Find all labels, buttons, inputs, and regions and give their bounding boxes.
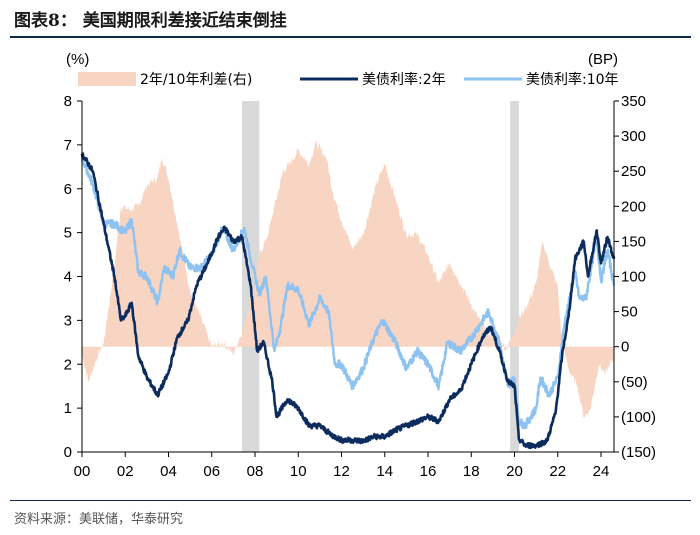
- axes-layer: 012345678(150)(100)(50)05010015020025030…: [64, 93, 656, 480]
- left-tick-label: 4: [64, 269, 72, 286]
- right-tick-label: 300: [621, 128, 646, 145]
- left-axis-unit: (%): [66, 51, 89, 68]
- x-tick-label: 16: [420, 463, 437, 480]
- rate-lines-layer: [80, 152, 616, 450]
- right-tick-label: 150: [621, 233, 646, 250]
- series-line-10y: [80, 157, 616, 430]
- right-tick-label: (50): [621, 374, 648, 391]
- x-tick-label: 08: [247, 463, 264, 480]
- source-note: 资料来源：美联储，华泰研究: [14, 512, 184, 527]
- x-tick-label: 10: [290, 463, 307, 480]
- x-tick-label: 20: [506, 463, 523, 480]
- recession-band-1: [242, 101, 260, 452]
- x-tick-label: 06: [203, 463, 220, 480]
- left-tick-label: 2: [64, 356, 72, 373]
- x-tick-label: 00: [74, 463, 91, 480]
- left-tick-label: 1: [64, 400, 72, 417]
- left-tick-label: 7: [64, 137, 72, 154]
- x-tick-label: 14: [376, 463, 393, 480]
- right-tick-label: 100: [621, 269, 646, 286]
- page-title: 图表8： 美国期限利差接近结束倒挂: [14, 11, 287, 31]
- series-line-2y: [80, 152, 616, 450]
- legend-label-10y: 美债利率:10年: [526, 71, 619, 88]
- footer-rule: [10, 500, 691, 501]
- left-tick-label: 6: [64, 181, 72, 198]
- x-tick-label: 22: [549, 463, 566, 480]
- right-tick-label: (100): [621, 409, 656, 426]
- left-tick-label: 3: [64, 312, 72, 329]
- legend: 2年/10年利差(右) 美债利率:2年 美债利率:10年: [78, 71, 619, 88]
- legend-label-spread: 2年/10年利差(右): [140, 72, 252, 88]
- title-rule: [10, 36, 691, 38]
- left-tick-label: 0: [64, 444, 72, 461]
- x-tick-label: 12: [333, 463, 350, 480]
- right-tick-label: (150): [621, 444, 656, 461]
- right-axis-unit: (BP): [588, 51, 618, 68]
- spread-area-layer: [82, 140, 614, 418]
- left-tick-label: 8: [64, 93, 72, 110]
- recession-bands: [242, 101, 519, 452]
- spread-area: [82, 140, 614, 418]
- left-tick-label: 5: [64, 225, 72, 242]
- legend-swatch-spread: [78, 72, 136, 86]
- right-tick-label: 250: [621, 163, 646, 180]
- right-tick-label: 200: [621, 198, 646, 215]
- chart-canvas: 012345678(150)(100)(50)05010015020025030…: [64, 51, 656, 480]
- recession-band-2: [510, 101, 519, 452]
- x-tick-label: 02: [117, 463, 134, 480]
- legend-label-2y: 美债利率:2年: [362, 71, 446, 88]
- x-tick-label: 24: [593, 463, 610, 480]
- right-tick-label: 0: [621, 339, 629, 356]
- right-tick-label: 350: [621, 93, 646, 110]
- x-tick-label: 18: [463, 463, 480, 480]
- x-tick-label: 04: [160, 463, 177, 480]
- right-tick-label: 50: [621, 304, 638, 321]
